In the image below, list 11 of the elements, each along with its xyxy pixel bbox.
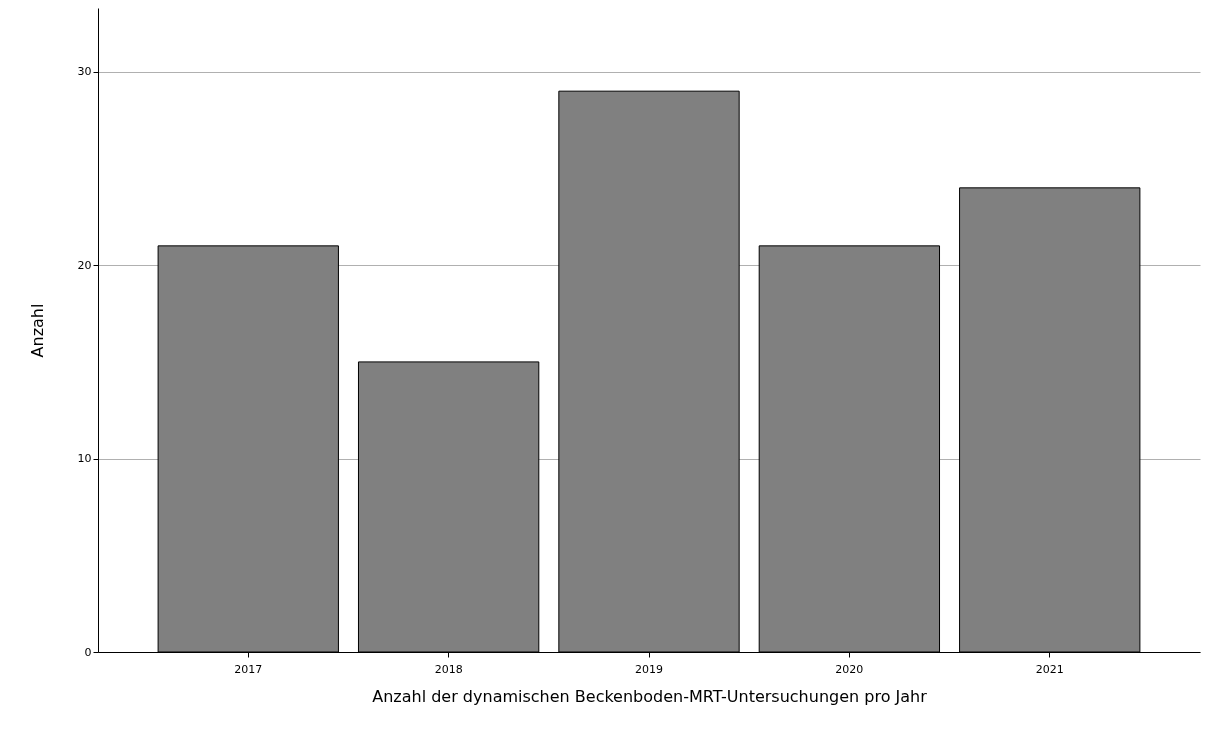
y-axis-title: Anzahl xyxy=(27,303,47,358)
x-tick-label: 2020 xyxy=(835,662,864,676)
x-tick-label: 2021 xyxy=(1035,662,1064,676)
x-axis-title: Anzahl der dynamischen Beckenboden-MRT-Untersuchungen pro Jahr xyxy=(372,686,928,706)
x-tick-label: 2018 xyxy=(434,662,463,676)
y-tick-label: 10 xyxy=(77,452,92,466)
y-tick-label: 0 xyxy=(84,645,92,659)
x-tick-label: 2017 xyxy=(234,662,263,676)
x-tick-label: 2019 xyxy=(635,662,663,676)
y-tick-label: 20 xyxy=(77,258,92,272)
y-tick-label: 30 xyxy=(77,65,92,79)
